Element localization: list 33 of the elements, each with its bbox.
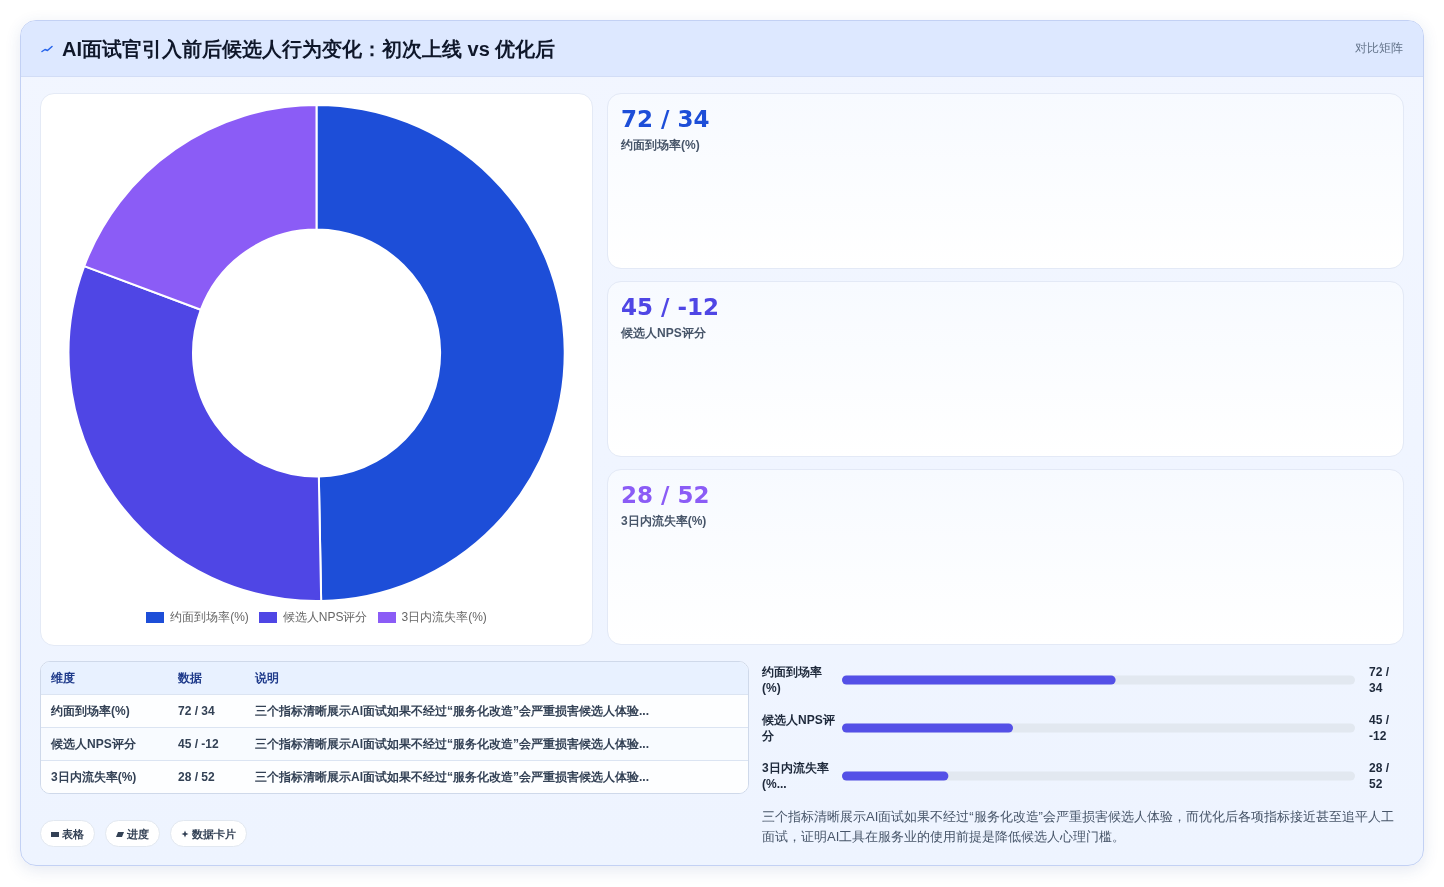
- text: 约面到场率(%): [51, 703, 130, 720]
- text: 数据: [178, 670, 202, 687]
- text: 45 / -12: [621, 293, 719, 321]
- text: 候选人NPS评分: [621, 325, 706, 341]
- text: 三个指标清晰展示AI面试如果不经过“服务化改造”会严重损害候选人体验...: [255, 769, 650, 786]
- text: 维度: [51, 670, 75, 687]
- legend-label: 约面到场率(%): [170, 609, 249, 625]
- text: 3日内流失率(%): [621, 513, 707, 529]
- text: 三个指标清晰展示AI面试如果不经过“服务化改造”会严重损害候选人体验，而优化后各项指标接近甚至追平人工面试，证明AI工具在服务业的使用前提是降低候选人心理门槛。: [762, 808, 1395, 846]
- data-label: 28 / 52: [1369, 760, 1390, 792]
- text: 说明: [255, 670, 279, 687]
- text: 约面到场率(%): [621, 137, 700, 153]
- text: 28 / 52: [178, 769, 215, 786]
- text: 候选人NPS评分: [51, 736, 136, 753]
- chart-title: AI面试官引入前后候选人行为变化：初次上线 vs 优化后: [62, 37, 556, 62]
- text: 28 / 52: [621, 481, 710, 509]
- text: 进度: [127, 826, 149, 841]
- data-label: 45 / -12: [1369, 712, 1390, 744]
- text: 三个指标清晰展示AI面试如果不经过“服务化改造”会严重损害候选人体验...: [255, 736, 650, 753]
- text: 45 / -12: [178, 736, 219, 753]
- text: 72 / 34: [621, 105, 710, 133]
- legend-label: 候选人NPS评分: [282, 609, 368, 625]
- text: 对比矩阵: [1355, 40, 1403, 56]
- text: 3日内流失率(%): [51, 769, 137, 786]
- text: 表格: [62, 826, 84, 841]
- y-tick-label: 3日内流失率(%...: [762, 760, 830, 792]
- data-label: 72 / 34: [1369, 664, 1390, 696]
- legend-label: 3日内流失率(%): [401, 609, 487, 625]
- text: 三个指标清晰展示AI面试如果不经过“服务化改造”会严重损害候选人体验...: [255, 703, 650, 720]
- y-tick-label: 候选人NPS评分: [762, 712, 836, 744]
- text: 数据卡片: [192, 826, 236, 841]
- y-tick-label: 约面到场率(%): [762, 664, 823, 696]
- text: 72 / 34: [178, 703, 215, 720]
